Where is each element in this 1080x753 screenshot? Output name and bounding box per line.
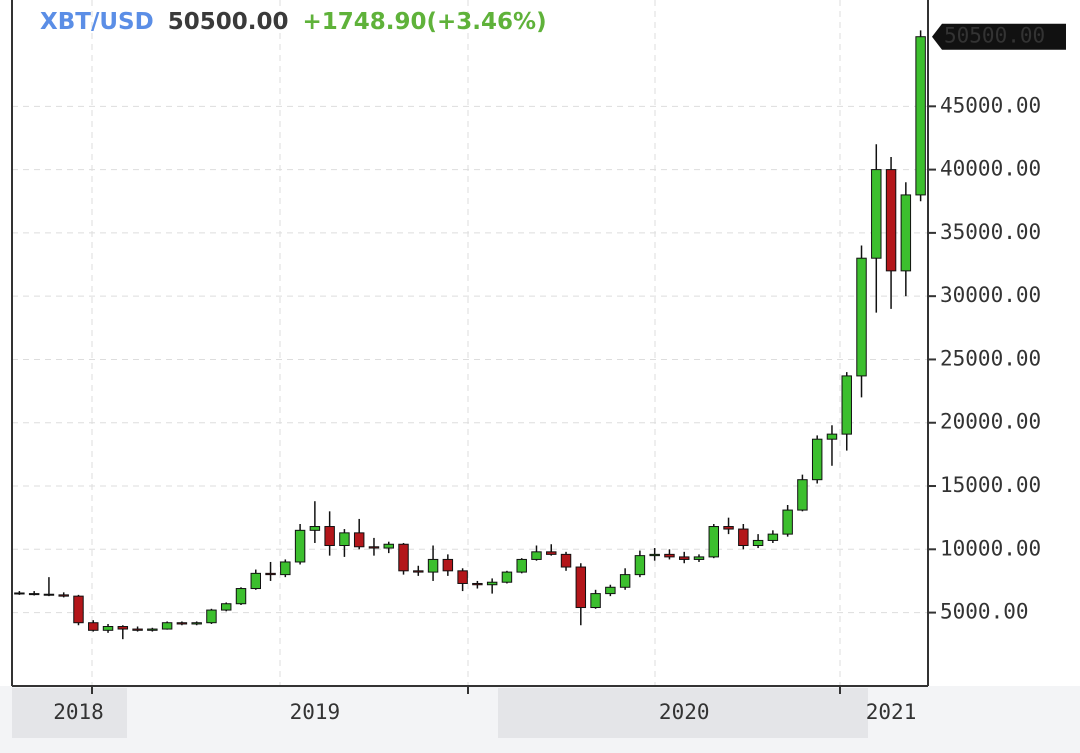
candle-body: [531, 551, 542, 560]
year-band: [12, 688, 127, 738]
candle-body: [856, 257, 867, 377]
candle-body: [43, 593, 55, 596]
candle-body: [235, 588, 247, 605]
candle-body: [693, 556, 705, 560]
candle-body: [605, 586, 616, 595]
candle-body: [427, 558, 439, 573]
candle-body: [442, 558, 454, 572]
candle-body: [723, 526, 734, 530]
symbol: XBT/USD: [40, 9, 154, 35]
x-tick-label: 2019: [290, 700, 341, 724]
candle-body: [58, 594, 69, 597]
candle-body: [486, 581, 498, 586]
candle-body: [560, 553, 572, 568]
candle-body: [294, 529, 306, 563]
candle-body: [738, 528, 749, 547]
price: 50500.00: [168, 9, 289, 35]
y-tick-label: 35000.00: [940, 220, 1041, 244]
candle-body: [28, 593, 40, 596]
candle-body: [383, 543, 394, 549]
candle-body: [132, 628, 143, 631]
y-tick-label: 45000.00: [940, 93, 1041, 117]
change: +1748.90(+3.46%): [302, 9, 546, 35]
x-tick-label: 2018: [53, 700, 104, 724]
candle-body: [117, 626, 129, 630]
candle-body: [708, 526, 720, 558]
candle-body: [147, 628, 158, 631]
candle-body: [368, 546, 380, 549]
candle-body: [619, 574, 631, 588]
candle-body: [220, 603, 232, 611]
candle-body: [472, 582, 483, 586]
candle-body: [590, 593, 601, 609]
candle-body: [575, 566, 587, 609]
candle-body: [664, 553, 675, 558]
candle-body: [309, 526, 321, 531]
candle-body: [634, 555, 646, 576]
candle-body: [457, 570, 468, 584]
y-tick-label: 20000.00: [940, 410, 1041, 434]
candle-body: [516, 558, 527, 573]
y-tick-label: 30000.00: [940, 283, 1041, 307]
y-tick-label: 40000.00: [940, 157, 1041, 181]
y-tick-label: 15000.00: [940, 473, 1041, 497]
candle-body: [161, 622, 173, 630]
candle-body: [14, 592, 25, 595]
candle-body: [413, 570, 424, 573]
candle-body: [88, 622, 99, 631]
candle-body: [398, 543, 409, 572]
price-marker-label: 50500.00: [944, 24, 1045, 48]
price-marker: 50500.00: [932, 24, 1066, 50]
candle-body: [826, 433, 838, 440]
candle-body: [191, 622, 202, 625]
candle-body: [752, 539, 764, 547]
candle-body: [250, 572, 262, 590]
candles: [14, 30, 926, 640]
candle-body: [501, 571, 513, 583]
candle-body: [915, 36, 926, 196]
candle-body: [900, 194, 912, 272]
candle-body: [782, 509, 793, 535]
candle-body: [678, 556, 690, 560]
candle-body: [811, 438, 823, 481]
candle-body: [649, 553, 660, 557]
x-tick-label: 2020: [659, 700, 710, 724]
candle-body: [280, 561, 291, 576]
candle-body: [176, 622, 188, 625]
candle-body: [265, 572, 276, 576]
header: XBT/USD 50500.00 +1748.90(+3.46%): [40, 9, 547, 35]
y-tick-label: 25000.00: [940, 346, 1041, 370]
candle-body: [339, 532, 350, 547]
candle-body: [841, 375, 852, 435]
candle-body: [206, 609, 217, 624]
candle-body: [871, 169, 882, 259]
candle-body: [353, 532, 365, 548]
candle-body: [546, 551, 557, 555]
price-marker-box: [932, 23, 1066, 50]
x-tick-label: 2021: [866, 700, 917, 724]
y-tick-label: 5000.00: [940, 600, 1029, 624]
candle-body: [324, 526, 335, 547]
candle-body: [73, 595, 84, 624]
y-tick-label: 10000.00: [940, 536, 1041, 560]
grid: [12, 0, 928, 686]
candle-body: [767, 533, 779, 541]
candle-body: [797, 479, 808, 511]
candle-body: [102, 626, 114, 631]
candle-body: [885, 169, 897, 272]
year-band: [498, 688, 868, 738]
